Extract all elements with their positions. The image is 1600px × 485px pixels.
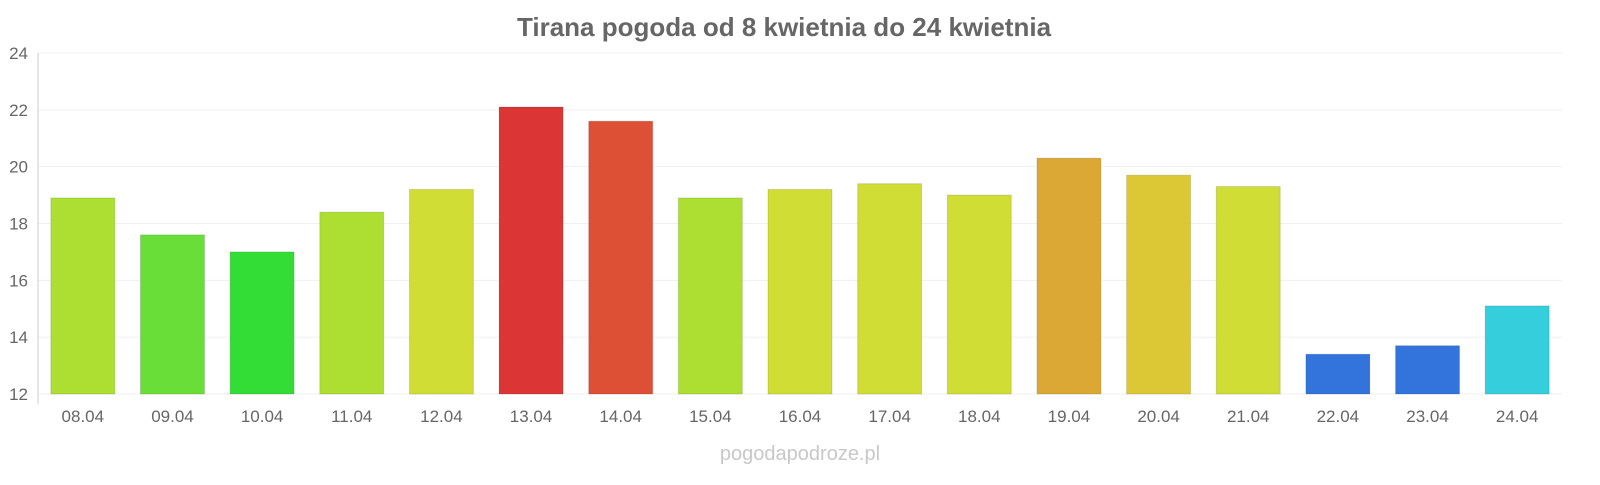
watermark: pogodapodroze.pl — [720, 443, 880, 465]
y-tick-label: 16 — [9, 271, 28, 290]
bar-22.04[interactable] — [1305, 353, 1371, 395]
bar-14.04[interactable] — [588, 120, 654, 395]
chart-title: Tirana pogoda od 8 kwietnia do 24 kwietn… — [517, 12, 1052, 42]
x-tick-label: 19.04 — [1048, 407, 1091, 426]
x-tick-label: 16.04 — [779, 407, 822, 426]
bar-18.04[interactable] — [946, 194, 1012, 395]
x-tick-label: 18.04 — [958, 407, 1001, 426]
x-tick-label: 08.04 — [62, 407, 105, 426]
x-tick-label: 10.04 — [241, 407, 284, 426]
bar-16.04[interactable] — [767, 188, 833, 395]
bar-20.04[interactable] — [1126, 174, 1192, 395]
x-tick-label: 17.04 — [868, 407, 911, 426]
bar-09.04[interactable] — [139, 234, 205, 395]
y-tick-label: 14 — [9, 328, 28, 347]
x-tick-label: 20.04 — [1137, 407, 1180, 426]
bar-23.04[interactable] — [1395, 345, 1461, 395]
bar-19.04[interactable] — [1036, 157, 1102, 395]
x-tick-label: 14.04 — [599, 407, 642, 426]
bar-24.04[interactable] — [1484, 305, 1550, 395]
x-tick-label: 15.04 — [689, 407, 732, 426]
bar-13.04[interactable] — [498, 106, 564, 395]
y-tick-label: 20 — [9, 158, 28, 177]
x-tick-label: 21.04 — [1227, 407, 1270, 426]
bar-11.04[interactable] — [319, 211, 385, 395]
x-tick-label: 13.04 — [510, 407, 553, 426]
bar-12.04[interactable] — [408, 188, 474, 395]
bar-17.04[interactable] — [857, 183, 923, 395]
y-tick-label: 18 — [9, 215, 28, 234]
x-tick-label: 22.04 — [1317, 407, 1360, 426]
x-tick-label: 23.04 — [1406, 407, 1449, 426]
y-tick-label: 12 — [9, 385, 28, 404]
x-tick-label: 24.04 — [1496, 407, 1539, 426]
x-tick-label: 12.04 — [420, 407, 463, 426]
y-tick-label: 24 — [9, 44, 28, 63]
bar-08.04[interactable] — [50, 197, 116, 395]
x-tick-label: 09.04 — [151, 407, 194, 426]
bar-21.04[interactable] — [1215, 186, 1281, 395]
bar-15.04[interactable] — [677, 197, 743, 395]
x-tick-label: 11.04 — [331, 407, 372, 426]
y-tick-label: 22 — [9, 101, 28, 120]
bar-10.04[interactable] — [229, 251, 295, 395]
